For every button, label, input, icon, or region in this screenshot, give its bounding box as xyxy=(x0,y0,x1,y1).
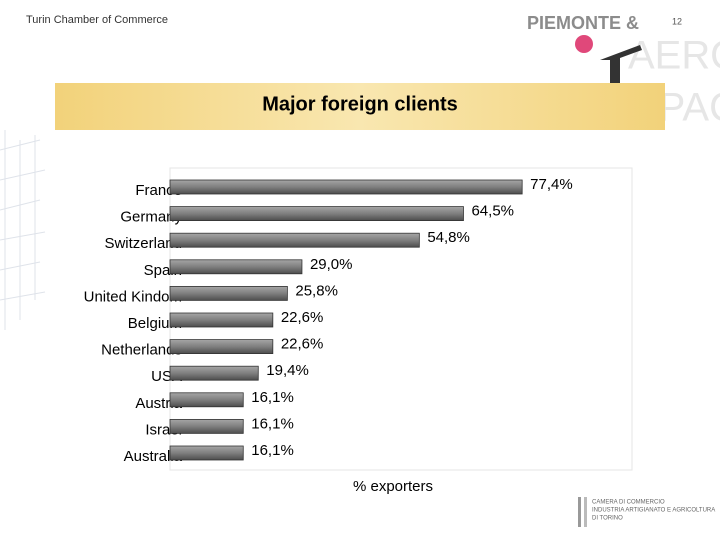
bar xyxy=(169,365,259,381)
value-label: 77,4% xyxy=(530,176,573,193)
bar xyxy=(169,259,303,275)
value-label: 64,5% xyxy=(471,203,514,220)
bar xyxy=(169,179,523,195)
bar xyxy=(169,339,274,355)
footer-text: CAMERA DI COMMERCIO xyxy=(592,500,665,506)
value-label: 16,1% xyxy=(251,415,294,432)
logo: PIEMONTE & xyxy=(527,13,639,33)
bar xyxy=(169,206,464,222)
logo-figure xyxy=(600,45,642,85)
decoration xyxy=(0,130,46,330)
logo-big: AERO xyxy=(628,34,720,78)
value-label: 22,6% xyxy=(281,336,324,353)
value-label: 16,1% xyxy=(251,389,294,406)
bar xyxy=(169,312,274,328)
footer-text: DI TORINO xyxy=(592,516,623,522)
chart-title: Major foreign clients xyxy=(262,93,458,115)
bar xyxy=(169,392,244,408)
y-tick-label: Belgium xyxy=(128,315,182,332)
organization: Turin Chamber of Commerce xyxy=(26,14,168,26)
x-axis-label: % exporters xyxy=(353,478,433,495)
footer-text: INDUSTRIA ARTIGIANATO E AGRICOLTURA xyxy=(592,508,715,514)
bar xyxy=(169,445,244,461)
title-band xyxy=(55,83,665,130)
y-tick-label: Australia xyxy=(124,448,183,465)
y-tick-label: Switzerland xyxy=(104,235,182,252)
logo-icon xyxy=(575,35,593,53)
value-label: 25,8% xyxy=(295,282,338,299)
bar xyxy=(169,418,244,434)
value-label: 54,8% xyxy=(427,229,470,246)
bar xyxy=(169,232,420,248)
y-tick-label: Germany xyxy=(120,209,182,226)
footer-logo: CAMERA DI COMMERCIO INDUSTRIA ARTIGIANAT… xyxy=(578,497,715,527)
page-number: 12 xyxy=(672,16,682,26)
footer-mark xyxy=(578,497,581,527)
bar xyxy=(169,285,288,301)
y-tick-label: Netherlands xyxy=(101,342,182,359)
y-tick-label: United Kindom xyxy=(84,288,182,305)
value-label: 29,0% xyxy=(310,256,353,273)
value-label: 16,1% xyxy=(251,442,294,459)
value-label: 22,6% xyxy=(281,309,324,326)
footer-mark xyxy=(584,497,587,527)
value-label: 19,4% xyxy=(266,362,309,379)
